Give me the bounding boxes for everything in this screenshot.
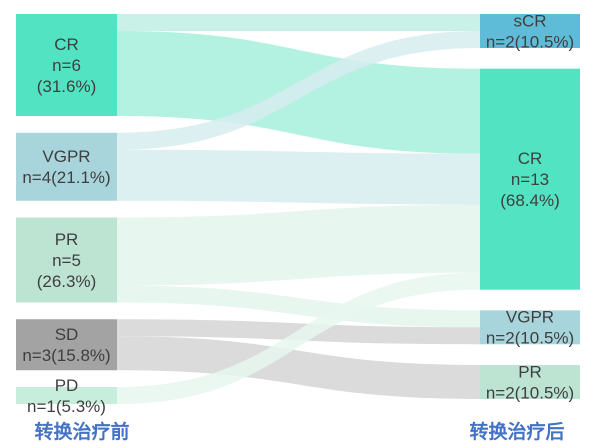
right-node-pr-label-line: PR bbox=[518, 362, 542, 381]
flow-cr-to-scr bbox=[117, 14, 480, 31]
flow-pd-to-cr bbox=[117, 272, 480, 404]
right-node-cr bbox=[480, 68, 580, 290]
nodes-layer: CR n=6 (31.6%) VGPR n=4(21.1%) PR n=5 (26.3%) SD… bbox=[16, 11, 580, 416]
left-node-cr-label-line: (31.6%) bbox=[37, 77, 97, 96]
left-axis-label: 转换治疗前 bbox=[34, 420, 129, 443]
right-node-cr-label-line: (68.4%) bbox=[500, 191, 560, 210]
flow-vgpr-to-cr bbox=[117, 149, 480, 205]
right-node-scr-label-line: n=2(10.5%) bbox=[486, 32, 574, 51]
right-node-vgpr-label-line: n=2(10.5%) bbox=[486, 329, 574, 348]
right-node-vgpr-label-line: VGPR bbox=[506, 308, 554, 327]
left-node-pr-label-line: n=5 bbox=[52, 251, 81, 270]
flow-pr-to-vgpr bbox=[117, 285, 480, 328]
left-node-vgpr-label-line: VGPR bbox=[42, 147, 90, 166]
left-node-cr-label-line: n=6 bbox=[52, 56, 81, 75]
left-node-pr-label-line: (26.3%) bbox=[37, 272, 97, 291]
right-node-pr bbox=[480, 365, 580, 399]
left-node-pd-label-line: PD bbox=[55, 376, 79, 395]
left-node-sd-label-line: n=3(15.8%) bbox=[22, 346, 110, 365]
left-node-pd-label-line: n=1(5.3%) bbox=[27, 397, 106, 416]
right-node-scr-label-line: sCR bbox=[513, 11, 546, 30]
right-node-vgpr bbox=[480, 310, 580, 345]
left-node-sd-label-line: SD bbox=[55, 325, 79, 344]
right-axis-label: 转换治疗后 bbox=[469, 420, 564, 443]
left-node-vgpr bbox=[16, 132, 117, 201]
left-node-pr bbox=[16, 217, 117, 303]
left-node-pr-label-line: PR bbox=[55, 230, 79, 249]
flow-sd-to-pr bbox=[117, 336, 480, 399]
right-node-cr-label-line: n=13 bbox=[511, 170, 549, 189]
links-layer bbox=[117, 14, 480, 404]
right-node-scr bbox=[480, 14, 580, 48]
left-node-cr-label-line: CR bbox=[54, 35, 79, 54]
left-node-vgpr-label-line: n=4(21.1%) bbox=[22, 168, 110, 187]
left-node-cr bbox=[16, 14, 117, 116]
flow-vgpr-to-scr bbox=[117, 31, 480, 150]
left-node-sd bbox=[16, 319, 117, 371]
right-node-pr-label-line: n=2(10.5%) bbox=[486, 383, 574, 402]
right-node-cr-label-line: CR bbox=[518, 149, 543, 168]
flow-pr-to-cr bbox=[117, 204, 480, 286]
left-node-pd bbox=[16, 387, 117, 404]
